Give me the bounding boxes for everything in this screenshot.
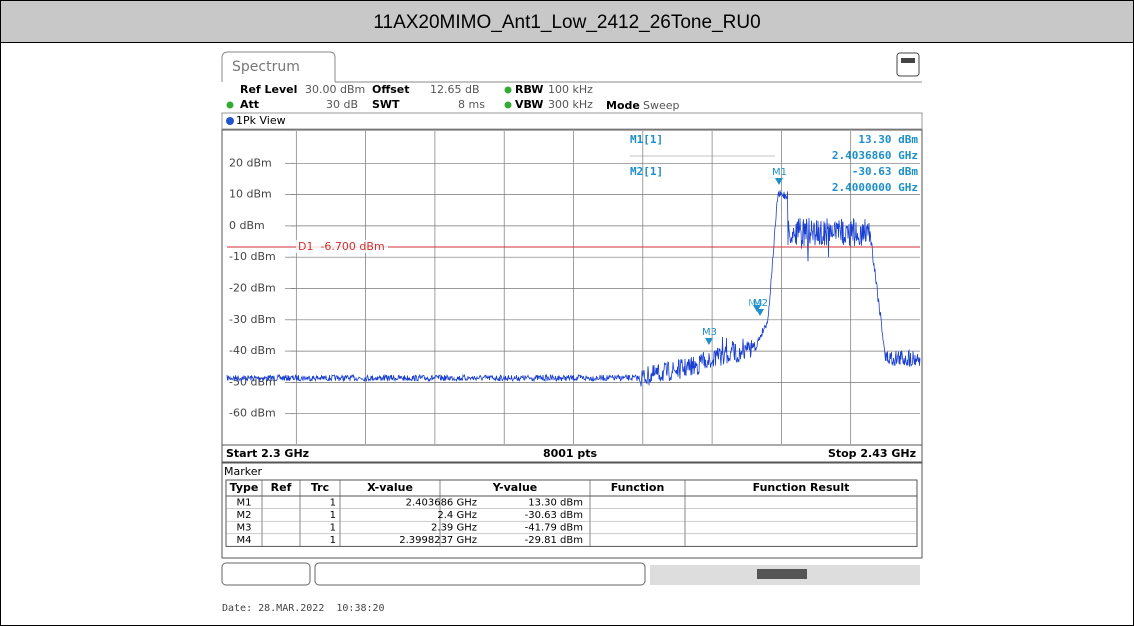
text: X-value xyxy=(367,481,413,494)
view-bar xyxy=(221,112,923,130)
text: Att xyxy=(240,98,259,111)
text: -40 dBm xyxy=(229,344,276,357)
text: VBW xyxy=(515,98,543,111)
header-bar xyxy=(0,0,1134,43)
text: Function xyxy=(611,481,665,494)
plot-area xyxy=(221,129,923,446)
marker xyxy=(753,305,761,312)
label-bg xyxy=(225,406,291,421)
text: M2 xyxy=(753,298,768,309)
text: 2.4000000 GHz xyxy=(832,181,918,194)
text: 300 kHz xyxy=(548,98,593,111)
text: Stop 2.43 GHz xyxy=(828,447,916,460)
label-bg xyxy=(225,344,291,359)
text: 30.00 dBm xyxy=(305,83,365,96)
text: Mode xyxy=(606,99,640,112)
icon[interactable] xyxy=(896,52,920,77)
text: 8 ms xyxy=(458,98,485,111)
text: Ref xyxy=(271,481,292,494)
softkey[interactable] xyxy=(314,562,646,586)
text: SWT xyxy=(372,98,400,111)
label-bg xyxy=(225,156,291,171)
text: 12.65 dB xyxy=(430,83,480,96)
status-dot xyxy=(226,101,234,109)
marker xyxy=(705,338,713,345)
text: D1 -6.700 dBm xyxy=(298,240,385,253)
text: Function Result xyxy=(753,481,850,494)
text: M1[1] xyxy=(630,133,663,146)
text: -10 dBm xyxy=(229,250,276,263)
text: 100 kHz xyxy=(548,83,593,96)
text: 2.39 GHz xyxy=(431,523,477,534)
label-bg xyxy=(296,240,388,253)
text: -60 dBm xyxy=(229,407,276,420)
text: 1 xyxy=(330,510,336,521)
text: -29.81 dBm xyxy=(525,535,583,546)
footer-bar xyxy=(221,444,923,463)
text: M2[1] xyxy=(630,165,663,178)
text: M2 xyxy=(237,510,252,521)
text: M4 xyxy=(237,535,252,546)
date: Date: 28.MAR.2022 10:38:20 xyxy=(222,603,385,614)
text: -30.63 dBm xyxy=(852,165,919,178)
text: M4 xyxy=(748,298,763,309)
label-bg xyxy=(225,281,291,296)
text: M1 xyxy=(772,167,787,178)
status-indicator xyxy=(757,569,807,579)
text: Offset xyxy=(372,83,410,96)
tab-label: Spectrum xyxy=(232,59,300,75)
text: M3 xyxy=(237,523,252,534)
view-label: 1Pk View xyxy=(236,114,286,127)
text: 2.3998237 GHz xyxy=(399,535,477,546)
status-dot xyxy=(504,101,512,109)
text: 30 dB xyxy=(326,98,358,111)
text: 8001 pts xyxy=(543,447,598,460)
text: 2.4036860 GHz xyxy=(832,149,918,162)
text: 1 xyxy=(330,497,336,508)
marker xyxy=(775,178,783,185)
text: Trc xyxy=(311,481,329,494)
text: RBW xyxy=(515,83,543,96)
text: -41.79 dBm xyxy=(525,523,583,534)
text: Marker xyxy=(224,465,262,478)
marker xyxy=(756,309,764,316)
text: Y-value xyxy=(492,481,538,494)
text: 0 dBm xyxy=(229,219,265,232)
trace xyxy=(226,190,921,387)
text: M3 xyxy=(702,327,717,338)
header-title: 11AX20MIMO_Ant1_Low_2412_26Tone_RU0 xyxy=(373,12,760,33)
label-bg xyxy=(225,187,291,202)
text: 2.4 GHz xyxy=(437,510,477,521)
text: 2.403686 GHz xyxy=(406,497,477,508)
text: -30 dBm xyxy=(229,313,276,326)
icon-part xyxy=(901,58,915,63)
text: 1 xyxy=(330,523,336,534)
label-bg xyxy=(225,218,291,233)
tab[interactable] xyxy=(221,51,336,82)
text: 1 xyxy=(330,535,336,546)
table xyxy=(225,479,918,547)
status-dot xyxy=(504,86,512,94)
text: -20 dBm xyxy=(229,282,276,295)
text: 13.30 dBm xyxy=(858,133,918,146)
label-bg xyxy=(225,250,291,265)
text: Type xyxy=(230,481,259,494)
text: 10 dBm xyxy=(229,188,272,201)
label-bg xyxy=(225,312,291,327)
text: -30.63 dBm xyxy=(525,510,583,521)
text: 13.30 dBm xyxy=(528,497,583,508)
text: M1 xyxy=(237,497,252,508)
text: Ref Level xyxy=(240,83,297,96)
view-dot xyxy=(226,117,234,125)
softkey[interactable] xyxy=(221,562,311,586)
text: 20 dBm xyxy=(229,156,272,169)
text: Sweep xyxy=(643,99,680,112)
text: Start 2.3 GHz xyxy=(226,447,309,460)
